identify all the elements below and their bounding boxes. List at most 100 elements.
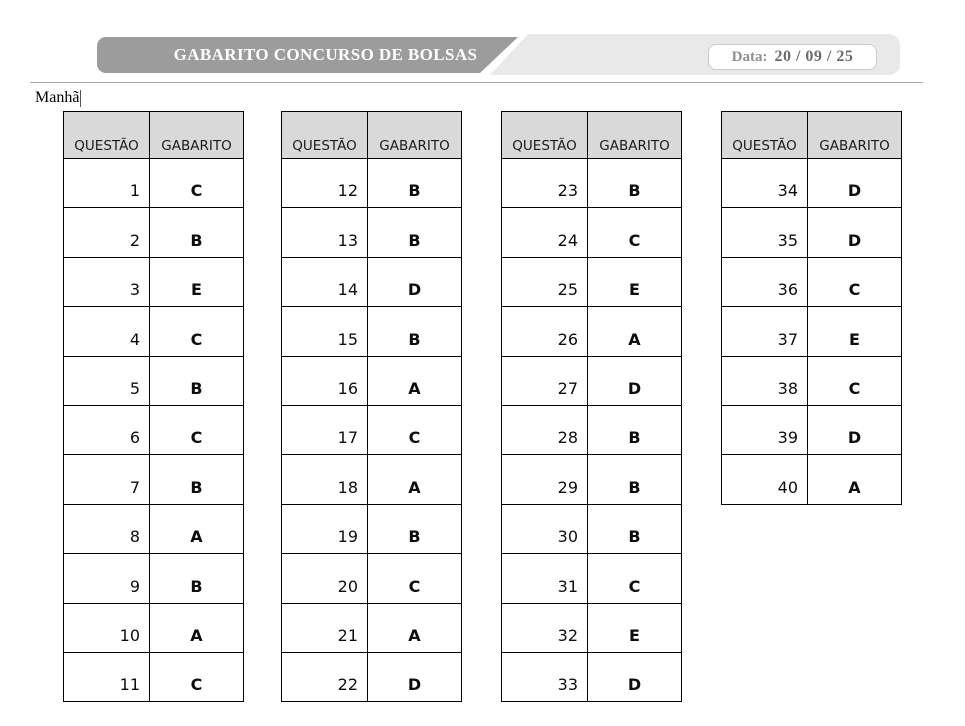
answer-letter-cell: A bbox=[367, 355, 462, 406]
answer-letter-cell: C bbox=[367, 404, 462, 456]
answer-letter-cell: B bbox=[367, 157, 462, 209]
question-number-cell: 14 bbox=[281, 256, 368, 308]
answer-letter-cell: D bbox=[367, 256, 462, 308]
column-header-gabarito: GABARITO bbox=[149, 111, 244, 159]
answer-letter-cell: A bbox=[149, 602, 244, 653]
question-number-cell: 7 bbox=[63, 454, 150, 505]
question-number-cell: 13 bbox=[281, 207, 368, 258]
answer-letter-cell: C bbox=[587, 207, 682, 258]
answer-letter-cell: C bbox=[807, 355, 902, 406]
shift-label-text[interactable]: Manhã bbox=[35, 89, 80, 106]
question-number-cell: 38 bbox=[721, 355, 808, 406]
question-number-cell: 25 bbox=[501, 256, 588, 308]
question-number-cell: 35 bbox=[721, 207, 808, 258]
answer-letter-cell: D bbox=[587, 651, 682, 703]
answer-letter-cell: D bbox=[367, 651, 462, 703]
answer-letter-cell: B bbox=[587, 157, 682, 209]
question-number-cell: 3 bbox=[63, 256, 150, 308]
answer-letter-cell: C bbox=[149, 306, 244, 357]
question-number-cell: 34 bbox=[721, 157, 808, 209]
question-number-cell: 18 bbox=[281, 454, 368, 505]
question-number-cell: 12 bbox=[281, 157, 368, 209]
answer-letter-cell: C bbox=[149, 157, 244, 209]
table-row: 30 B bbox=[501, 503, 682, 555]
question-number-cell: 27 bbox=[501, 355, 588, 406]
answer-letter-cell: B bbox=[587, 503, 682, 555]
answer-table: QUESTÃO GABARITO 34 D 35 D 36 C 37 E 38 C 39 D 40 A bbox=[721, 111, 902, 505]
question-number-cell: 28 bbox=[501, 404, 588, 456]
banner-title-bar: GABARITO CONCURSO DE BOLSAS bbox=[97, 37, 518, 73]
table-row: 17 C bbox=[281, 404, 462, 456]
answer-table: QUESTÃO GABARITO 1 C 2 B 3 E 4 C 5 B 6 C 7 B 8 A 9 B 10 A 11… bbox=[63, 111, 244, 703]
table-row: 35 D bbox=[721, 207, 902, 258]
table-row: 37 E bbox=[721, 306, 902, 357]
table-row: 21 A bbox=[281, 602, 462, 653]
table-header-row: QUESTÃO GABARITO bbox=[501, 111, 682, 159]
question-number-cell: 17 bbox=[281, 404, 368, 456]
table-row: 18 A bbox=[281, 454, 462, 505]
question-number-cell: 31 bbox=[501, 553, 588, 604]
answer-letter-cell: B bbox=[587, 404, 682, 456]
answer-letter-cell: C bbox=[149, 651, 244, 703]
table-row: 24 C bbox=[501, 207, 682, 258]
question-number-cell: 26 bbox=[501, 306, 588, 357]
answer-letter-cell: B bbox=[367, 306, 462, 357]
answer-letter-cell: B bbox=[149, 355, 244, 406]
table-row: 26 A bbox=[501, 306, 682, 357]
table-row: 38 C bbox=[721, 355, 902, 406]
question-number-cell: 40 bbox=[721, 454, 808, 505]
question-number-cell: 9 bbox=[63, 553, 150, 604]
question-number-cell: 10 bbox=[63, 602, 150, 653]
table-row: 40 A bbox=[721, 454, 902, 505]
table-row: 23 B bbox=[501, 157, 682, 209]
answer-letter-cell: A bbox=[149, 503, 244, 555]
question-number-cell: 37 bbox=[721, 306, 808, 357]
date-box: Data: 20 / 09 / 25 bbox=[708, 44, 877, 70]
question-number-cell: 15 bbox=[281, 306, 368, 357]
question-number-cell: 8 bbox=[63, 503, 150, 555]
table-row: 25 E bbox=[501, 256, 682, 308]
answer-letter-cell: D bbox=[807, 404, 902, 456]
answer-letter-cell: E bbox=[807, 306, 902, 357]
answer-letter-cell: D bbox=[587, 355, 682, 406]
answer-letter-cell: D bbox=[807, 207, 902, 258]
answer-letter-cell: B bbox=[587, 454, 682, 505]
question-number-cell: 6 bbox=[63, 404, 150, 456]
shift-label[interactable]: Manhã bbox=[35, 89, 82, 107]
answer-letter-cell: E bbox=[587, 602, 682, 653]
column-header-gabarito: GABARITO bbox=[367, 111, 462, 159]
question-number-cell: 30 bbox=[501, 503, 588, 555]
question-number-cell: 36 bbox=[721, 256, 808, 308]
table-row: 12 B bbox=[281, 157, 462, 209]
answer-letter-cell: A bbox=[807, 454, 902, 505]
answer-letter-cell: B bbox=[149, 207, 244, 258]
table-row: 32 E bbox=[501, 602, 682, 653]
answer-letter-cell: A bbox=[367, 454, 462, 505]
question-number-cell: 11 bbox=[63, 651, 150, 703]
answer-letter-cell: B bbox=[367, 207, 462, 258]
answer-table: QUESTÃO GABARITO 12 B 13 B 14 D 15 B 16 A 17 C 18 A 19… bbox=[281, 111, 462, 703]
question-number-cell: 2 bbox=[63, 207, 150, 258]
question-number-cell: 21 bbox=[281, 602, 368, 653]
question-number-cell: 24 bbox=[501, 207, 588, 258]
table-row: 10 A bbox=[63, 602, 244, 653]
question-number-cell: 5 bbox=[63, 355, 150, 406]
column-header-gabarito: GABARITO bbox=[807, 111, 902, 159]
table-header-row: QUESTÃO GABARITO bbox=[721, 111, 902, 159]
column-header-gabarito: GABARITO bbox=[587, 111, 682, 159]
question-number-cell: 16 bbox=[281, 355, 368, 406]
table-row: 13 B bbox=[281, 207, 462, 258]
question-number-cell: 22 bbox=[281, 651, 368, 703]
question-number-cell: 29 bbox=[501, 454, 588, 505]
table-row: 16 A bbox=[281, 355, 462, 406]
question-number-cell: 19 bbox=[281, 503, 368, 555]
table-row: 33 D bbox=[501, 651, 682, 703]
date-value: 20 / 09 / 25 bbox=[774, 48, 854, 65]
answer-table: QUESTÃO GABARITO 23 B 24 C 25 E 26 A 27 D 28 B 29 B 30… bbox=[501, 111, 682, 703]
table-row: 19 B bbox=[281, 503, 462, 555]
column-header-questao: QUESTÃO bbox=[281, 111, 368, 159]
